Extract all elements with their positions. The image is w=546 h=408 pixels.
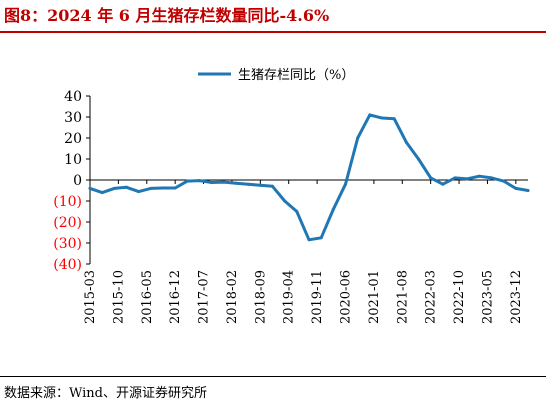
series-point xyxy=(125,185,128,189)
y-tick-label: (20) xyxy=(53,215,82,231)
series-point xyxy=(429,176,433,180)
series-point xyxy=(319,236,323,240)
y-tick-label: 20 xyxy=(64,131,82,147)
title-divider xyxy=(0,31,546,33)
series-point xyxy=(185,179,189,183)
legend-label: 生猪存栏同比（%） xyxy=(238,68,354,83)
series-point xyxy=(307,238,311,242)
series-point xyxy=(368,113,372,117)
series-point xyxy=(88,186,92,190)
y-tick-label: 30 xyxy=(64,110,82,126)
source-note: 数据来源：Wind、开源证券研究所 xyxy=(4,386,207,401)
series-point xyxy=(222,180,226,184)
series-point xyxy=(198,179,201,183)
series-point xyxy=(502,179,506,183)
x-tick-label: 2016-12 xyxy=(168,270,183,324)
legend: 生猪存栏同比（%） xyxy=(198,68,354,83)
x-tick-label: 2019-11 xyxy=(310,270,325,324)
series-point xyxy=(526,189,530,192)
series-point xyxy=(295,210,299,213)
source-divider xyxy=(0,376,546,377)
series-point xyxy=(234,181,238,185)
series-point xyxy=(246,182,250,186)
series-point xyxy=(100,191,104,195)
x-tick-label: 2016-05 xyxy=(140,270,155,324)
x-tick-label: 2022-03 xyxy=(424,270,439,324)
y-axis: 40 30 20 10 0 (10) (20) (30) (40) xyxy=(53,89,91,273)
x-axis: 2015-03 2015-10 2016-05 2016-12 2017-07 2018-… xyxy=(83,179,528,324)
x-tick-label: 2017-07 xyxy=(197,270,212,324)
series-point xyxy=(380,116,384,120)
x-tick-label: 2018-02 xyxy=(225,270,240,324)
y-tick-label: 40 xyxy=(64,89,82,105)
series-point xyxy=(392,117,396,121)
x-tick-label: 2019-04 xyxy=(282,270,297,324)
y-tick-label: (10) xyxy=(53,194,82,210)
line-chart: 生猪存栏同比（%） 40 30 20 10 0 (10) (20) (30) (40) 2015… xyxy=(53,68,530,324)
series-layer xyxy=(88,113,530,242)
series-point xyxy=(173,186,177,190)
y-tick-label: 10 xyxy=(64,152,82,168)
x-tick-label: 2022-10 xyxy=(452,270,467,324)
series-point xyxy=(514,186,518,190)
series-point xyxy=(477,174,481,178)
series-line xyxy=(88,113,530,242)
series-point xyxy=(441,182,445,186)
series-point xyxy=(417,157,420,161)
x-tick-label: 2021-08 xyxy=(395,270,410,324)
series-point xyxy=(112,186,116,190)
series-point xyxy=(283,199,287,203)
x-tick-label: 2020-06 xyxy=(339,270,354,324)
series-point xyxy=(344,182,347,186)
series-point xyxy=(490,176,493,180)
series-point xyxy=(453,176,457,180)
y-tick-label: 0 xyxy=(73,173,82,189)
x-tick-label: 2023-12 xyxy=(509,270,524,324)
y-tick-label: (40) xyxy=(53,257,82,273)
series-point xyxy=(161,186,165,190)
x-tick-label: 2021-01 xyxy=(367,270,382,324)
series-point xyxy=(149,186,153,190)
series-point xyxy=(404,140,408,144)
x-tick-label: 2015-03 xyxy=(83,270,98,324)
y-tick-label: (30) xyxy=(53,236,82,252)
series-point xyxy=(271,184,274,188)
x-tick-label: 2015-10 xyxy=(111,270,126,324)
series-point xyxy=(356,136,360,140)
x-tick-label: 2018-09 xyxy=(253,270,268,324)
series-point xyxy=(210,181,214,184)
series-point xyxy=(137,190,141,194)
series-point xyxy=(258,183,262,187)
x-tick-label: 2023-05 xyxy=(480,270,495,324)
figure-title: 图8：2024 年 6 月生猪存栏数量同比-4.6% xyxy=(4,6,330,25)
series-point xyxy=(331,207,335,211)
series-point xyxy=(465,177,469,181)
